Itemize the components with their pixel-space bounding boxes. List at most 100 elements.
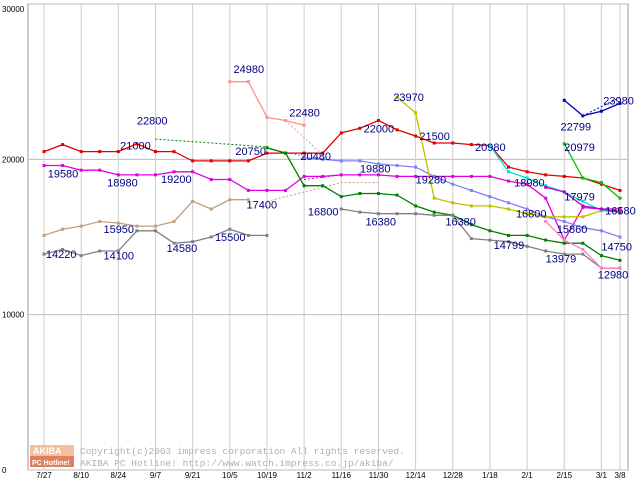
data-point bbox=[432, 174, 436, 178]
data-point bbox=[562, 215, 566, 219]
x-tick-label: 11/2 bbox=[297, 471, 313, 480]
x-tick-label: 3/8 bbox=[614, 471, 626, 480]
data-label: 22800 bbox=[137, 116, 168, 128]
data-point bbox=[209, 159, 213, 163]
series-line bbox=[266, 147, 621, 261]
dashed-connector bbox=[582, 97, 621, 117]
x-tick-label: 1/18 bbox=[482, 471, 498, 480]
x-tick-label: 7/27 bbox=[36, 471, 52, 480]
data-point bbox=[358, 159, 362, 163]
data-label: 13979 bbox=[546, 254, 577, 266]
data-point bbox=[302, 174, 306, 178]
data-label: 16380 bbox=[365, 216, 396, 228]
data-point bbox=[265, 115, 269, 119]
data-point bbox=[507, 207, 511, 211]
data-point bbox=[116, 150, 120, 154]
series-blue bbox=[562, 98, 622, 118]
grid bbox=[27, 3, 629, 471]
data-point bbox=[339, 131, 343, 135]
data-point bbox=[61, 164, 65, 168]
data-point bbox=[61, 227, 65, 231]
data-point bbox=[302, 184, 306, 188]
x-tick-label: 12/28 bbox=[443, 471, 464, 480]
data-point bbox=[469, 204, 473, 208]
data-point bbox=[562, 241, 566, 245]
data-point bbox=[376, 173, 380, 177]
dashed-connector bbox=[155, 138, 268, 148]
data-point bbox=[228, 227, 232, 231]
data-point bbox=[618, 235, 622, 239]
data-point bbox=[507, 240, 511, 244]
data-point bbox=[451, 174, 455, 178]
series-line bbox=[563, 99, 621, 117]
data-point bbox=[209, 207, 213, 211]
data-point bbox=[246, 198, 250, 202]
data-point bbox=[451, 141, 455, 145]
data-point bbox=[302, 156, 306, 160]
y-tick-label: 10000 bbox=[2, 311, 25, 320]
data-label: 17979 bbox=[564, 192, 595, 204]
data-point bbox=[562, 190, 566, 194]
data-point bbox=[451, 201, 455, 205]
data-label: 22799 bbox=[561, 122, 592, 134]
data-point bbox=[265, 233, 269, 237]
data-label: 24980 bbox=[234, 64, 265, 76]
x-tick-label: 12/14 bbox=[406, 471, 427, 480]
data-point bbox=[488, 174, 492, 178]
data-point bbox=[599, 109, 603, 113]
logo-top-box bbox=[30, 445, 74, 456]
data-point bbox=[525, 182, 529, 186]
series-lime bbox=[562, 142, 622, 200]
data-point bbox=[544, 215, 548, 219]
data-label: 12980 bbox=[598, 269, 629, 281]
x-tick-label: 3/1 bbox=[596, 471, 608, 480]
data-point bbox=[61, 247, 65, 251]
dashed-connector bbox=[266, 182, 379, 202]
data-point bbox=[172, 219, 176, 223]
series-line bbox=[44, 164, 620, 242]
data-point bbox=[599, 181, 603, 185]
data-labels: 24980 22800 22480 23970 22000 21500 21000 20750… bbox=[46, 64, 636, 281]
data-point bbox=[488, 238, 492, 242]
data-point bbox=[153, 229, 157, 233]
data-label: 22480 bbox=[289, 108, 320, 120]
data-point bbox=[507, 170, 511, 174]
data-point bbox=[525, 244, 529, 248]
data-point bbox=[581, 199, 585, 203]
data-point bbox=[581, 252, 585, 256]
data-point bbox=[562, 174, 566, 178]
data-label: 17400 bbox=[247, 199, 278, 211]
data-point bbox=[488, 229, 492, 233]
data-point bbox=[618, 210, 622, 214]
data-point bbox=[228, 198, 232, 202]
data-point bbox=[376, 212, 380, 216]
data-point bbox=[599, 266, 603, 270]
data-point bbox=[191, 159, 195, 163]
data-point bbox=[469, 188, 473, 192]
x-tick-label: 9/21 bbox=[185, 471, 201, 480]
x-tick-label: 2/15 bbox=[556, 471, 572, 480]
data-point bbox=[153, 150, 157, 154]
data-point bbox=[618, 188, 622, 192]
data-label: 22000 bbox=[364, 123, 395, 135]
data-label: 21500 bbox=[419, 131, 450, 143]
data-label: 18980 bbox=[514, 178, 545, 190]
data-point bbox=[562, 238, 566, 242]
data-point bbox=[98, 249, 102, 253]
data-point bbox=[79, 150, 83, 154]
data-point bbox=[618, 258, 622, 262]
data-point bbox=[339, 207, 343, 211]
data-point bbox=[618, 266, 622, 270]
data-point bbox=[544, 184, 548, 188]
data-point bbox=[116, 173, 120, 177]
x-tick-label: 10/19 bbox=[257, 471, 278, 480]
data-point bbox=[581, 215, 585, 219]
data-point bbox=[321, 157, 325, 161]
data-point bbox=[302, 123, 306, 127]
data-point bbox=[395, 95, 399, 99]
data-point bbox=[153, 173, 157, 177]
data-point bbox=[432, 196, 436, 200]
data-point bbox=[581, 247, 585, 251]
data-point bbox=[135, 142, 139, 146]
data-point bbox=[507, 201, 511, 205]
